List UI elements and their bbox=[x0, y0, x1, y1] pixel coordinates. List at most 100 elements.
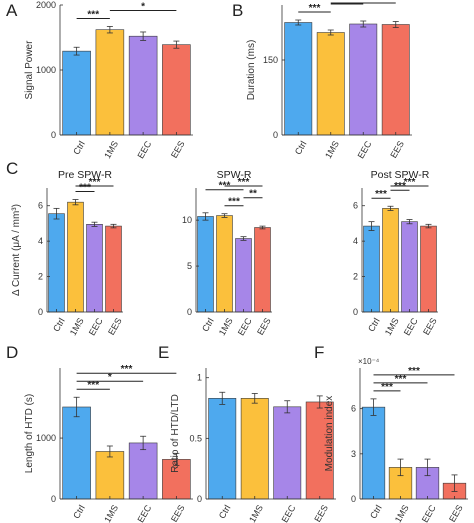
significance-label: ** bbox=[249, 189, 257, 200]
error-bar-eec bbox=[284, 400, 291, 414]
error-bar-ees bbox=[173, 40, 180, 49]
x-tick-label: 1MS bbox=[102, 139, 120, 160]
significance-bracket: *** bbox=[76, 380, 110, 391]
y-tick-label: 2 bbox=[353, 272, 358, 282]
significance-bracket: *** bbox=[373, 374, 428, 385]
error-bar-1ms bbox=[387, 205, 394, 211]
bar-eec bbox=[128, 35, 158, 136]
panel-letter: B bbox=[232, 1, 243, 20]
bar-1ms bbox=[216, 215, 233, 313]
significance-label: *** bbox=[309, 3, 321, 14]
chart-panel-7: 0 3 6 Ctrl 1MS EEC EES Modulation index ×10⁻⁴ F **… bbox=[314, 343, 468, 523]
bar-ctrl bbox=[197, 216, 214, 313]
y-axis-label: Signal Power bbox=[24, 40, 35, 100]
bar-ctrl bbox=[62, 50, 91, 136]
x-tick-label: Ctrl bbox=[51, 316, 67, 333]
y-tick-label: 0 bbox=[197, 494, 202, 504]
bar-ctrl bbox=[361, 406, 386, 500]
x-tick-label: EES bbox=[255, 316, 273, 337]
x-tick-label: EEC bbox=[87, 316, 105, 337]
x-tick-label: EEC bbox=[280, 503, 298, 523]
significance-bracket: *** bbox=[76, 364, 177, 375]
error-bar-1ms bbox=[397, 458, 404, 477]
significance-label: * bbox=[108, 372, 112, 383]
x-tick-label: EES bbox=[169, 139, 187, 160]
bar-ctrl bbox=[208, 398, 237, 500]
error-bar-ees bbox=[173, 452, 180, 466]
bar-ctrl bbox=[363, 225, 380, 313]
bar-ctrl bbox=[48, 213, 65, 313]
significance-bracket: *** bbox=[390, 181, 410, 192]
y-tick-label: 0 bbox=[273, 130, 278, 140]
error-bar-1ms bbox=[106, 26, 113, 34]
error-bar-1ms bbox=[72, 199, 79, 206]
bar-ctrl bbox=[62, 406, 91, 500]
bar-eec bbox=[401, 221, 418, 313]
significance-label: *** bbox=[228, 197, 240, 208]
panel-letter: D bbox=[6, 343, 18, 362]
y-tick-label: 0 bbox=[38, 307, 43, 317]
y-tick-label: 0.5 bbox=[189, 433, 202, 443]
bar-ees bbox=[105, 225, 122, 313]
bar-1ms bbox=[95, 451, 125, 500]
panel-letter: C bbox=[6, 159, 18, 178]
bar-1ms bbox=[67, 201, 84, 313]
significance-label: *** bbox=[89, 177, 101, 188]
error-bar-1ms bbox=[251, 393, 258, 404]
x-tick-label: EEC bbox=[420, 503, 438, 523]
x-tick-label: EEC bbox=[135, 139, 153, 160]
y-tick-label: 1000 bbox=[36, 65, 56, 75]
significance-bracket: *** bbox=[224, 197, 244, 208]
x-tick-label: EEC bbox=[236, 316, 254, 337]
y-tick-label: 3 bbox=[351, 449, 356, 459]
panel-title: Pre SPW-R bbox=[58, 169, 112, 181]
y-tick-label: 0 bbox=[353, 307, 358, 317]
error-bar-eec bbox=[91, 221, 98, 227]
error-bar-eec bbox=[140, 435, 147, 451]
y-axis-label: Ratio of HTD/LTD bbox=[170, 394, 181, 473]
significance-label: *** bbox=[395, 374, 407, 385]
bar-ees bbox=[381, 24, 410, 136]
significance-label: *** bbox=[375, 189, 387, 200]
bar-eec bbox=[349, 23, 378, 136]
x-tick-label: EEC bbox=[402, 316, 420, 337]
y-tick-label: 1 bbox=[197, 373, 202, 383]
x-tick-label: 1MS bbox=[393, 503, 411, 523]
panel-title: Post SPW-R bbox=[371, 169, 430, 181]
x-tick-label: Ctrl bbox=[366, 316, 382, 333]
panel-letter: E bbox=[158, 343, 169, 362]
chart-panel-2: 0 2 4 6 Ctrl 1MS EEC EES Δ Current (μA / mm³) Pre… bbox=[6, 159, 124, 337]
error-bar-ees bbox=[392, 21, 399, 28]
y-tick-label: 4 bbox=[38, 236, 43, 246]
y-tick-label: 6 bbox=[38, 201, 43, 211]
panel-letter: F bbox=[314, 343, 324, 362]
error-bar-ees bbox=[110, 223, 117, 229]
error-bar-eec bbox=[360, 20, 367, 28]
significance-label: *** bbox=[87, 9, 99, 20]
error-bar-eec bbox=[406, 219, 413, 225]
significance-label: * bbox=[141, 1, 145, 12]
significance-bracket: *** bbox=[371, 189, 391, 200]
x-tick-label: EES bbox=[169, 503, 187, 523]
error-bar-eec bbox=[240, 236, 247, 241]
x-tick-label: EEC bbox=[135, 503, 153, 523]
y-axis-label: Duration (ms) bbox=[246, 40, 257, 101]
significance-bracket: *** bbox=[373, 366, 455, 377]
bar-eec bbox=[86, 224, 103, 313]
bar-eec bbox=[273, 406, 302, 500]
y-tick-label: 0 bbox=[51, 130, 56, 140]
error-bar-ctrl bbox=[202, 212, 209, 221]
y-tick-label: 150 bbox=[263, 55, 278, 65]
bar-1ms bbox=[382, 208, 399, 313]
error-bar-ctrl bbox=[73, 46, 80, 56]
significance-bracket: *** bbox=[390, 177, 429, 188]
x-tick-label: Ctrl bbox=[368, 503, 384, 520]
bar-ees bbox=[162, 44, 191, 136]
significance-label: *** bbox=[381, 382, 393, 393]
error-bar-ctrl bbox=[219, 391, 226, 405]
y-axis-label: Modulation index bbox=[324, 396, 335, 472]
error-bar-ctrl bbox=[53, 207, 60, 220]
